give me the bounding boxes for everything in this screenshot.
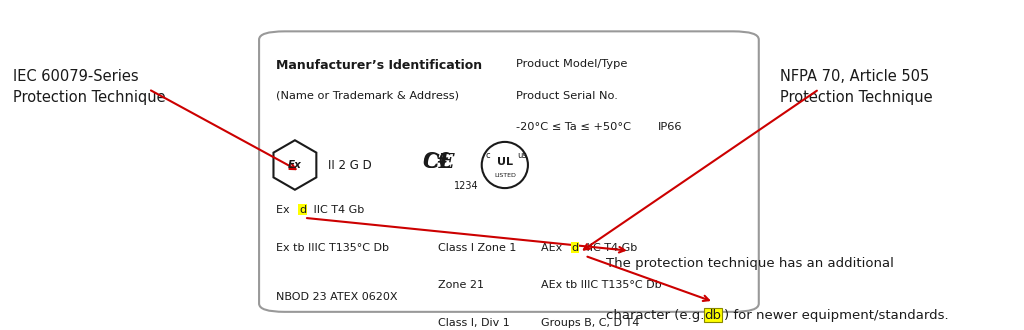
Text: IEC 60079-Series
Protection Technique: IEC 60079-Series Protection Technique xyxy=(13,69,166,106)
Text: (Name or Trademark & Address): (Name or Trademark & Address) xyxy=(276,91,460,101)
Text: UL: UL xyxy=(497,156,513,167)
Text: db: db xyxy=(705,309,722,321)
Text: ) for newer equipment/standards.: ) for newer equipment/standards. xyxy=(724,309,948,321)
Text: Product Model/Type: Product Model/Type xyxy=(516,59,628,69)
Text: IIC T4 Gb: IIC T4 Gb xyxy=(310,205,365,214)
Text: Manufacturer’s Identification: Manufacturer’s Identification xyxy=(276,59,482,72)
Text: IP66: IP66 xyxy=(657,122,682,132)
Text: II 2 G D: II 2 G D xyxy=(328,158,372,172)
Text: Ex: Ex xyxy=(276,205,294,214)
Text: character (e.g.: character (e.g. xyxy=(606,309,709,321)
Text: Class I Zone 1: Class I Zone 1 xyxy=(438,243,516,252)
Text: c: c xyxy=(485,151,489,160)
Text: CE: CE xyxy=(423,152,456,172)
Text: Ex: Ex xyxy=(288,160,302,170)
Text: AEx tb IIIC T135°C Db: AEx tb IIIC T135°C Db xyxy=(541,280,662,290)
Text: us: us xyxy=(517,151,527,160)
Text: d: d xyxy=(299,205,306,214)
Text: Class I, Div 1: Class I, Div 1 xyxy=(438,318,510,328)
FancyBboxPatch shape xyxy=(259,31,759,312)
Text: d: d xyxy=(571,243,579,252)
Text: 1234: 1234 xyxy=(454,182,478,191)
Text: Product Serial No.: Product Serial No. xyxy=(516,91,618,101)
Text: AEx: AEx xyxy=(541,243,565,252)
Text: Groups B, C, D T4: Groups B, C, D T4 xyxy=(541,318,639,328)
Text: Zone 21: Zone 21 xyxy=(438,280,484,290)
Text: -20°C ≤ Ta ≤ +50°C: -20°C ≤ Ta ≤ +50°C xyxy=(516,122,631,132)
Text: The protection technique has an additional: The protection technique has an addition… xyxy=(606,257,894,270)
Text: NFPA 70, Article 505
Protection Technique: NFPA 70, Article 505 Protection Techniqu… xyxy=(780,69,933,106)
Text: C€: C€ xyxy=(423,152,453,172)
Text: LISTED: LISTED xyxy=(494,173,516,178)
Text: NBOD 23 ATEX 0620X: NBOD 23 ATEX 0620X xyxy=(276,292,398,302)
Text: IIC T4 Gb: IIC T4 Gb xyxy=(583,243,637,252)
Text: Ex tb IIIC T135°C Db: Ex tb IIIC T135°C Db xyxy=(276,243,389,252)
